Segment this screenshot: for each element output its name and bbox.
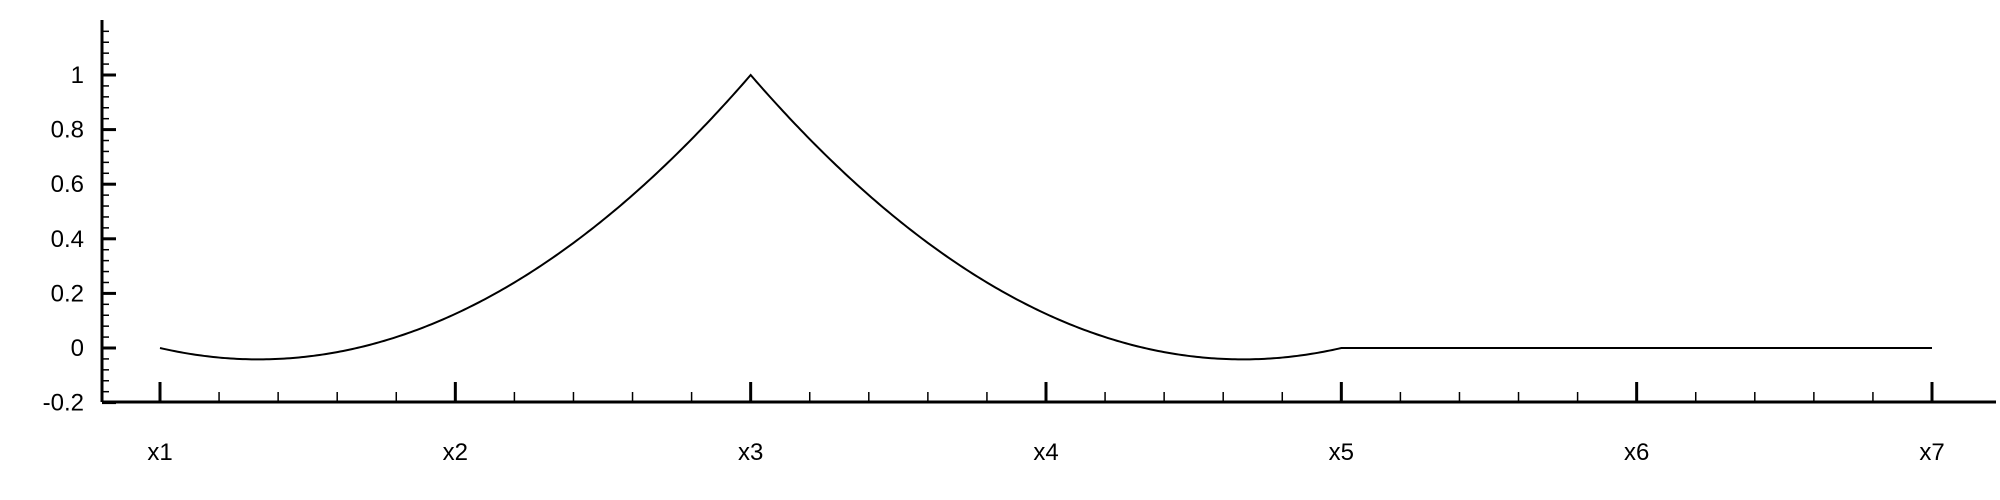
y-tick-label: -0.2	[43, 390, 84, 417]
y-tick-label: 0.2	[51, 280, 84, 307]
y-tick-label: 0	[71, 335, 84, 362]
x-tick-labels: x1 x2 x3 x4 x5 x6 x7	[147, 439, 1944, 466]
x-tick-label-x7: x7	[1919, 439, 1944, 466]
x-tick-label-x3: x3	[738, 439, 763, 466]
y-tick-label: 0.6	[51, 171, 84, 198]
y-tick-label: 0.8	[51, 117, 84, 144]
series-line	[159, 73, 1932, 361]
y-tick-label: 0.4	[51, 226, 84, 253]
axes	[100, 20, 1996, 405]
y-tick-label: 1	[71, 62, 84, 89]
x-tick-label-x4: x4	[1033, 439, 1058, 466]
x-tick-label-x1: x1	[147, 439, 172, 466]
y-tick-labels: -0.2 0 0.2 0.4 0.6 0.8 1	[43, 62, 84, 417]
x-tick-label-x5: x5	[1329, 439, 1354, 466]
x-tick-label-x6: x6	[1624, 439, 1649, 466]
x-tick-label-x2: x2	[443, 439, 468, 466]
